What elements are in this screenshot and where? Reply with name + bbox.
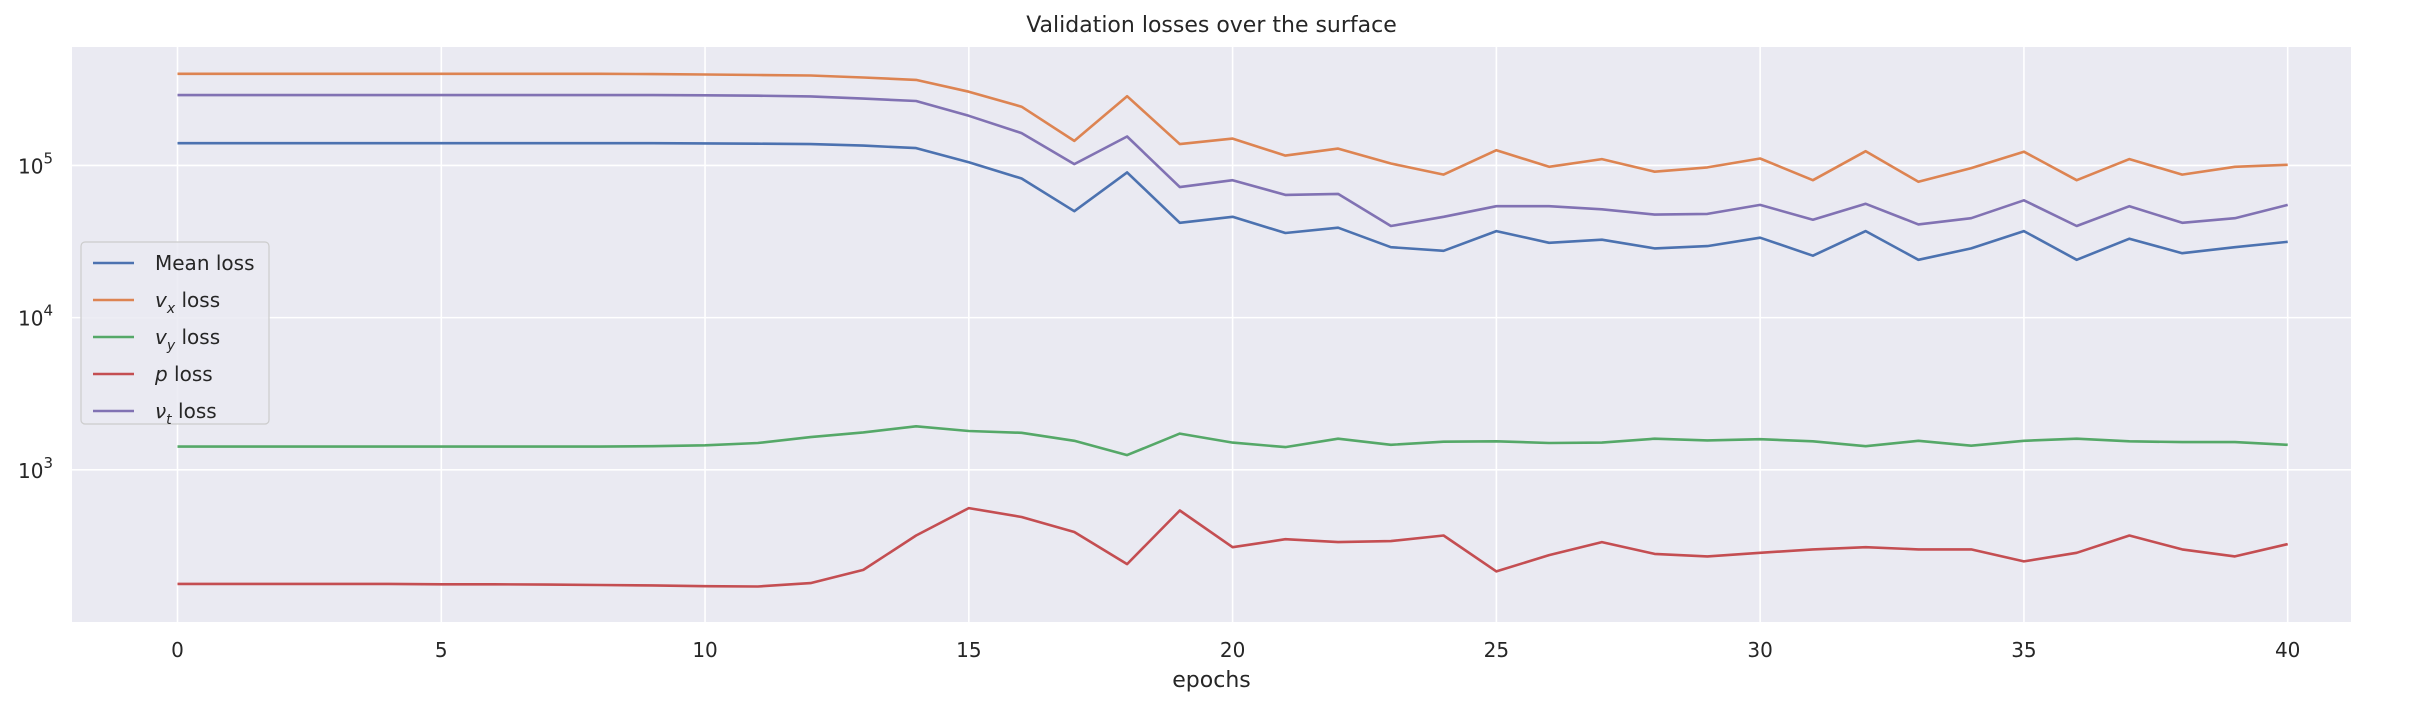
x-axis-label: epochs [1172, 668, 1250, 693]
series-line-1 [177, 72, 2288, 184]
legend-entry: νt loss [155, 399, 217, 428]
x-tick-label: 5 [435, 638, 448, 662]
y-tick-label: 105 [18, 149, 53, 178]
legend-box [80, 241, 270, 425]
series-line-0 [177, 141, 2288, 262]
x-tick-label: 15 [956, 638, 981, 662]
series-line-4 [177, 93, 2289, 228]
y-tick-label: 103 [18, 454, 53, 483]
plot-area [72, 47, 2351, 622]
x-tick-label: 35 [2011, 638, 2036, 662]
y-axis-ticks: 103 104 105 [18, 149, 53, 482]
x-tick-label: 10 [692, 638, 717, 662]
x-axis-ticks: 0 5 10 15 20 25 30 35 40 [171, 638, 2300, 662]
legend-entry: vy loss [155, 325, 220, 354]
series-line-3 [177, 506, 2288, 588]
legend-entry: Mean loss [155, 251, 254, 275]
x-tick-label: 25 [1484, 638, 1509, 662]
chart-title: Validation losses over the surface [1026, 13, 1397, 38]
series-lines [177, 72, 2289, 588]
legend-entry: vx loss [155, 288, 220, 317]
x-tick-label: 20 [1220, 638, 1245, 662]
series-line-2 [177, 424, 2288, 457]
x-tick-label: 0 [171, 638, 184, 662]
y-tick-label: 104 [18, 302, 53, 331]
legend-entry: p loss [154, 362, 213, 386]
legend: Mean loss vx loss vy loss p loss νt loss [80, 241, 270, 428]
x-tick-label: 40 [2275, 638, 2300, 662]
x-tick-label: 30 [1747, 638, 1772, 662]
grid-lines [72, 47, 2351, 622]
